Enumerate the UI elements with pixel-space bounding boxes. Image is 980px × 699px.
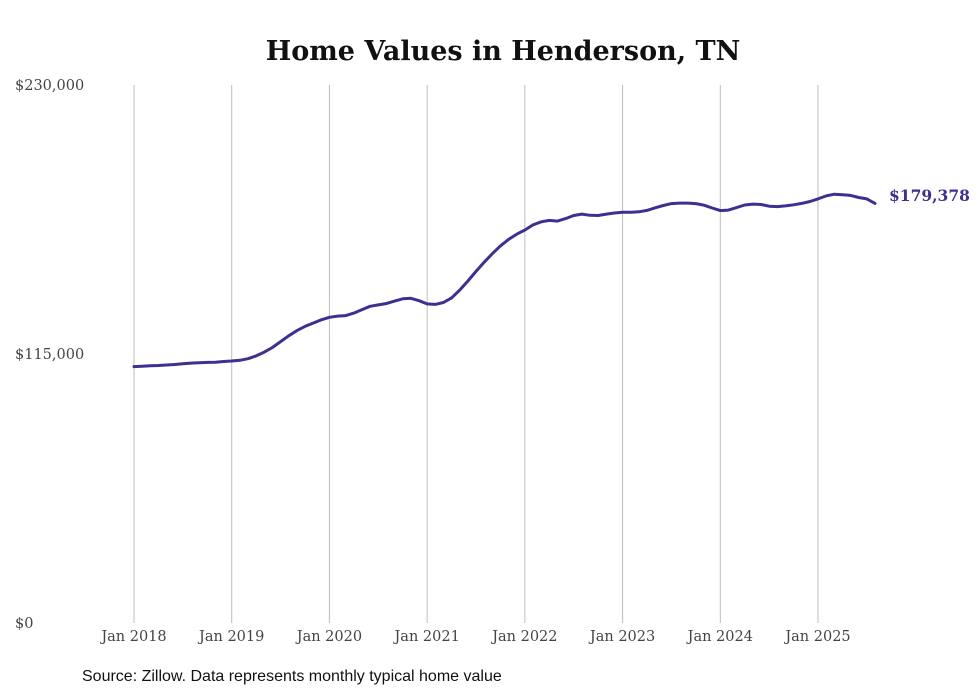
home-value-line	[132, 192, 877, 369]
source-note: Source: Zillow. Data represents monthly …	[82, 668, 502, 685]
x-tick-label: Jan 2024	[686, 629, 753, 645]
chart-title: Home Values in Henderson, TN	[266, 36, 741, 67]
latest-value-label: $179,378	[889, 186, 970, 205]
x-tick-label: Jan 2025	[783, 629, 850, 645]
x-tick-label: Jan 2018	[99, 629, 166, 645]
gridlines	[133, 85, 819, 623]
y-tick-label: $0	[15, 616, 33, 632]
x-tick-label: Jan 2023	[588, 629, 655, 645]
x-tick-label: Jan 2019	[197, 629, 264, 645]
x-tick-label: Jan 2021	[392, 629, 459, 645]
y-tick-label: $230,000	[15, 78, 84, 94]
y-tick-label: $115,000	[15, 347, 84, 363]
x-axis-ticks: Jan 2018 Jan 2019 Jan 2020 Jan 2021 Jan 2022…	[99, 629, 850, 645]
y-axis-ticks: $0 $115,000 $230,000	[15, 78, 84, 632]
x-tick-label: Jan 2022	[490, 629, 557, 645]
x-tick-label: Jan 2020	[295, 629, 362, 645]
